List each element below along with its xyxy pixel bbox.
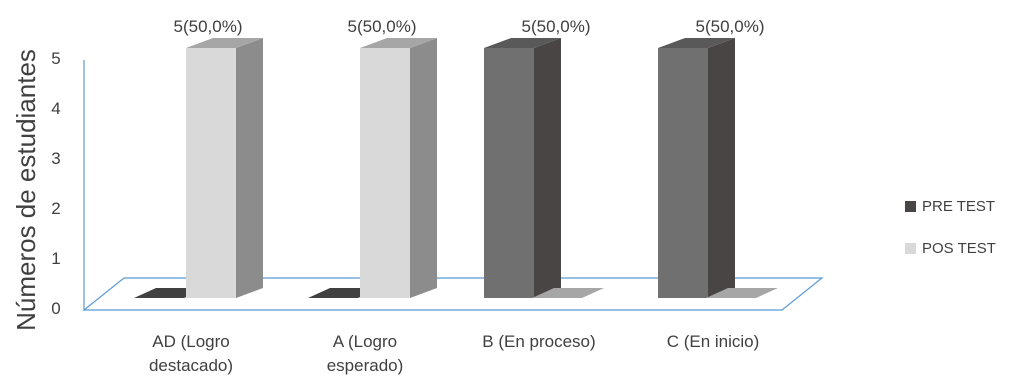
legend-swatch-pos-test bbox=[905, 242, 916, 254]
y-tick-label: 4 bbox=[51, 99, 60, 118]
data-label: 5(50,0%) bbox=[174, 17, 243, 36]
data-label: 5(50,0%) bbox=[348, 17, 417, 36]
bar-front bbox=[484, 48, 534, 298]
x-tick-label-line: A (Logro bbox=[333, 332, 397, 351]
bar-front bbox=[186, 48, 236, 298]
y-tick-label: 1 bbox=[51, 249, 60, 268]
x-tick-label-line: C (En inicio) bbox=[667, 332, 760, 351]
legend-label-pos-test: POS TEST bbox=[922, 239, 996, 257]
axes: 0 1 2 3 4 5 bbox=[51, 49, 824, 318]
bar-top bbox=[186, 38, 263, 48]
data-label: 5(50,0%) bbox=[696, 17, 765, 36]
x-tick-label-line: destacado) bbox=[149, 356, 233, 375]
bars bbox=[134, 38, 778, 298]
floor-plane bbox=[82, 277, 824, 311]
bar-zero bbox=[706, 288, 778, 298]
bar-pre-test-3 bbox=[658, 38, 735, 298]
bar-top bbox=[484, 38, 561, 48]
y-tick-label: 3 bbox=[51, 149, 60, 168]
bar-pos-test-1 bbox=[360, 38, 437, 298]
legend-item-pre-test: PRE TEST bbox=[905, 195, 1015, 217]
labels: 5(50,0%) AD (Logro destacado) 5(50,0%) A (Lo… bbox=[149, 17, 765, 375]
y-tick-label: 0 bbox=[51, 299, 60, 318]
y-tick-label: 5 bbox=[51, 49, 60, 68]
y-axis-title: Números de estudiantes bbox=[11, 49, 41, 331]
x-tick-label: A (Logro esperado) bbox=[327, 332, 404, 375]
bar-top bbox=[360, 38, 437, 48]
bar-side bbox=[410, 38, 437, 298]
bar-pos-test-0 bbox=[186, 38, 263, 298]
bar-top bbox=[658, 38, 735, 48]
bar-front bbox=[658, 48, 708, 298]
legend-swatch-pre-test bbox=[905, 200, 916, 212]
bar-zero bbox=[532, 288, 604, 298]
bar-front bbox=[360, 48, 410, 298]
bar-pos-test-3 bbox=[706, 288, 778, 298]
bar-pre-test-2 bbox=[484, 38, 561, 298]
bar-side bbox=[708, 38, 735, 298]
bar-side bbox=[236, 38, 263, 298]
x-tick-label-line: B (En proceso) bbox=[482, 332, 595, 351]
data-label: 5(50,0%) bbox=[522, 17, 591, 36]
legend-item-pos-test: POS TEST bbox=[905, 237, 1015, 259]
legend-label-pre-test: PRE TEST bbox=[922, 197, 996, 215]
legend: PRE TEST POS TEST bbox=[905, 195, 1015, 279]
x-tick-label: B (En proceso) bbox=[482, 332, 595, 351]
x-tick-label-line: esperado) bbox=[327, 356, 404, 375]
x-tick-label: C (En inicio) bbox=[667, 332, 760, 351]
y-tick-label: 2 bbox=[51, 199, 60, 218]
bar-side bbox=[534, 38, 561, 298]
x-tick-label-line: AD (Logro bbox=[152, 332, 229, 351]
bar-pos-test-2 bbox=[532, 288, 604, 298]
x-tick-label: AD (Logro destacado) bbox=[149, 332, 233, 375]
